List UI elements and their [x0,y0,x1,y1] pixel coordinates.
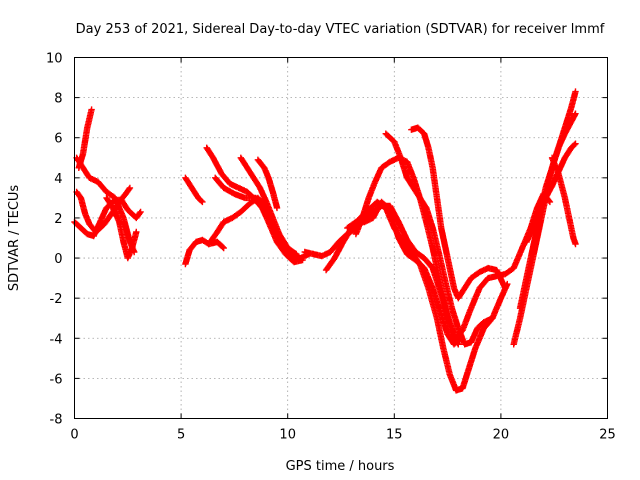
x-tick-label: 10 [279,428,296,443]
data-markers [523,140,579,246]
axis-ticks [74,57,608,419]
data-points [71,88,579,394]
data-markers [408,124,509,302]
series-arc-r [408,124,509,302]
data-markers [382,130,496,348]
series-arc-k [237,154,300,258]
series-arc-c [73,154,138,256]
y-tick-label: 2 [54,212,62,227]
x-axis-label: GPS time / hours [286,459,395,474]
y-tick-label: 0 [54,252,62,267]
series-arc-u [523,140,579,246]
series-arc-o [344,198,464,348]
y-tick-label: -2 [50,292,63,307]
x-tick-label: 25 [599,428,616,443]
y-tick-label: 4 [54,172,62,187]
y-tick-labels: -8 -6 -4 -2 0 2 4 6 8 10 [46,52,63,428]
y-tick-label: -6 [50,372,63,387]
series-arc-e [103,194,140,262]
series-arc-q [382,130,496,348]
y-tick-label: -8 [50,413,63,428]
x-tick-labels: 0 5 10 15 20 25 [70,428,615,443]
plot-frame [74,57,608,419]
data-markers [237,154,300,258]
data-markers [103,194,140,262]
y-axis-label: SDTVAR / TECUs [7,185,22,292]
data-markers [516,110,579,312]
data-markers [344,198,464,348]
series-arc-l [254,156,281,212]
y-tick-label: 6 [54,132,62,147]
grid [74,57,608,419]
data-markers [254,156,281,212]
x-tick-label: 15 [386,428,403,443]
data-markers [75,106,95,171]
x-tick-label: 0 [70,428,78,443]
y-tick-label: -4 [50,332,63,347]
x-tick-label: 5 [177,428,185,443]
y-tick-label: 10 [46,52,63,67]
data-markers [182,174,206,206]
series-arc-f [182,236,227,268]
data-markers [548,154,579,248]
y-tick-label: 8 [54,92,62,107]
series-arc-v [548,154,579,248]
data-markers [182,236,227,268]
series-arc-g [182,174,206,206]
x-tick-label: 20 [493,428,510,443]
data-markers [73,154,138,256]
series-arc-t [516,110,579,312]
chart-title: Day 253 of 2021, Sidereal Day-to-day VTE… [76,22,605,37]
series-arc-d [75,106,95,171]
